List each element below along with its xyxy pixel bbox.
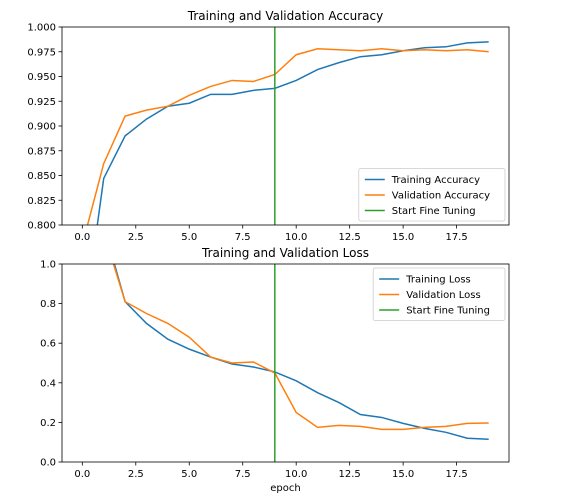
y-tick-label: 0.825 <box>27 196 56 207</box>
chart-title: Training and Validation Accuracy <box>187 9 383 23</box>
x-tick-label: 15.0 <box>392 469 414 480</box>
x-tick-label: 17.5 <box>445 469 467 480</box>
axes-frame <box>61 26 510 226</box>
x-tick-label: 12.5 <box>339 469 361 480</box>
y-tick-label: 0.850 <box>27 171 56 182</box>
legend-label: Training Accuracy <box>391 175 480 186</box>
legend: Training Loss Validation Loss Start Fine T… <box>372 267 506 321</box>
x-tick-label: 2.5 <box>128 469 144 480</box>
y-tick-label: 0.6 <box>40 339 56 350</box>
x-tick-label: 15.0 <box>392 232 414 243</box>
x-tick-label: 2.5 <box>128 232 144 243</box>
y-tick-label: 0.975 <box>27 47 56 58</box>
x-tick-label: 5.0 <box>181 232 197 243</box>
x-tick-label: 5.0 <box>181 469 197 480</box>
y-tick-label: 0.875 <box>27 146 56 157</box>
y-tick-label: 0.0 <box>40 458 56 469</box>
series-line <box>96 41 489 225</box>
y-tick-label: 0.8 <box>40 299 56 310</box>
axes-frame <box>61 263 510 463</box>
legend-label: Start Fine Tuning <box>406 306 490 317</box>
x-tick-label: 7.5 <box>235 232 251 243</box>
subplot: Training and Validation Accuracy 0.0 2.5 5.… <box>27 9 510 243</box>
y-tick-label: 0.925 <box>27 97 56 108</box>
legend-label: Training Loss <box>405 275 471 286</box>
plot-area <box>112 264 489 462</box>
x-tick-label: 7.5 <box>235 469 251 480</box>
series-line <box>112 264 489 431</box>
x-tick-label: 0.0 <box>74 232 90 243</box>
y-tick-label: 1.000 <box>27 23 56 34</box>
x-tick-label: 17.5 <box>445 232 467 243</box>
plot-area <box>86 27 489 225</box>
y-tick-label: 1.0 <box>40 260 56 271</box>
y-tick-label: 0.950 <box>27 72 56 83</box>
x-tick-label: 10.0 <box>285 469 307 480</box>
chart-title: Training and Validation Loss <box>201 246 369 260</box>
x-tick-label: 10.0 <box>285 232 307 243</box>
y-tick-label: 0.800 <box>27 221 56 232</box>
subplot: Training and Validation Loss 0.0 2.5 5.0 7.5… <box>40 246 510 494</box>
legend: Training Accuracy Validation Accuracy Star… <box>358 168 506 222</box>
y-tick-label: 0.2 <box>40 418 56 429</box>
legend-label: Validation Loss <box>406 290 481 301</box>
legend-label: Start Fine Tuning <box>392 206 476 217</box>
x-tick-label: 0.0 <box>74 469 90 480</box>
legend-frame <box>372 267 506 321</box>
series-line <box>86 48 489 225</box>
y-tick-label: 0.900 <box>27 122 56 133</box>
x-tick-label: 12.5 <box>339 232 361 243</box>
x-axis-label: epoch <box>270 483 300 494</box>
legend-label: Validation Accuracy <box>392 191 490 202</box>
legend-frame <box>358 168 506 222</box>
y-tick-label: 0.4 <box>40 378 56 389</box>
